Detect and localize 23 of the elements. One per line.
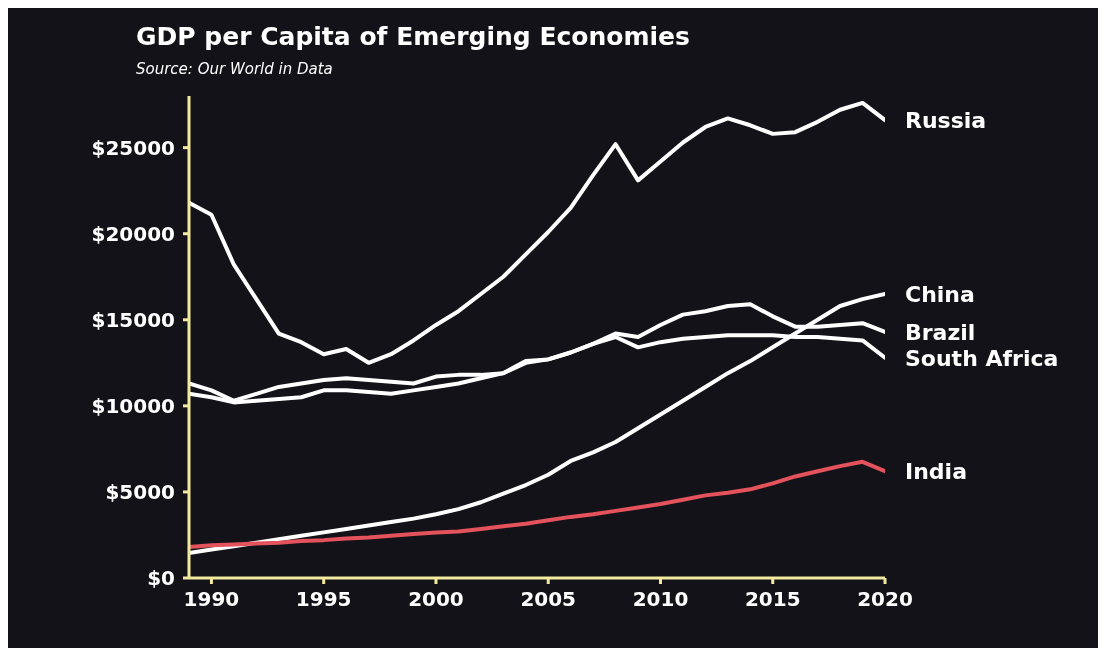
line-series [189, 459, 885, 550]
x-tick-label: 1995 [295, 587, 352, 612]
chart-title: GDP per Capita of Emerging Economies [136, 22, 690, 51]
y-tick-label: $10000 [91, 393, 175, 418]
y-tick-label: $15000 [91, 307, 175, 332]
series-label: Russia [905, 108, 987, 134]
line-series [189, 291, 885, 556]
x-tick-label: 2010 [632, 587, 689, 612]
chart-subtitle: Source: Our World in Data [136, 60, 333, 78]
series-label: China [905, 281, 975, 307]
y-tick-label: $5000 [105, 480, 175, 505]
series-label: South Africa [905, 345, 1059, 371]
y-tick-label: $0 [147, 566, 175, 591]
series-label: Brazil [905, 319, 976, 345]
series-label: India [905, 459, 967, 485]
y-tick-label: $20000 [91, 221, 175, 246]
x-tick-label: 2020 [857, 587, 913, 612]
x-tick-label: 2005 [520, 587, 577, 612]
x-tick-label: 2015 [744, 587, 801, 612]
y-tick-label: $25000 [91, 135, 175, 160]
x-tick-label: 1990 [183, 587, 240, 612]
x-tick-label: 2000 [408, 587, 464, 612]
line-series [189, 100, 885, 365]
